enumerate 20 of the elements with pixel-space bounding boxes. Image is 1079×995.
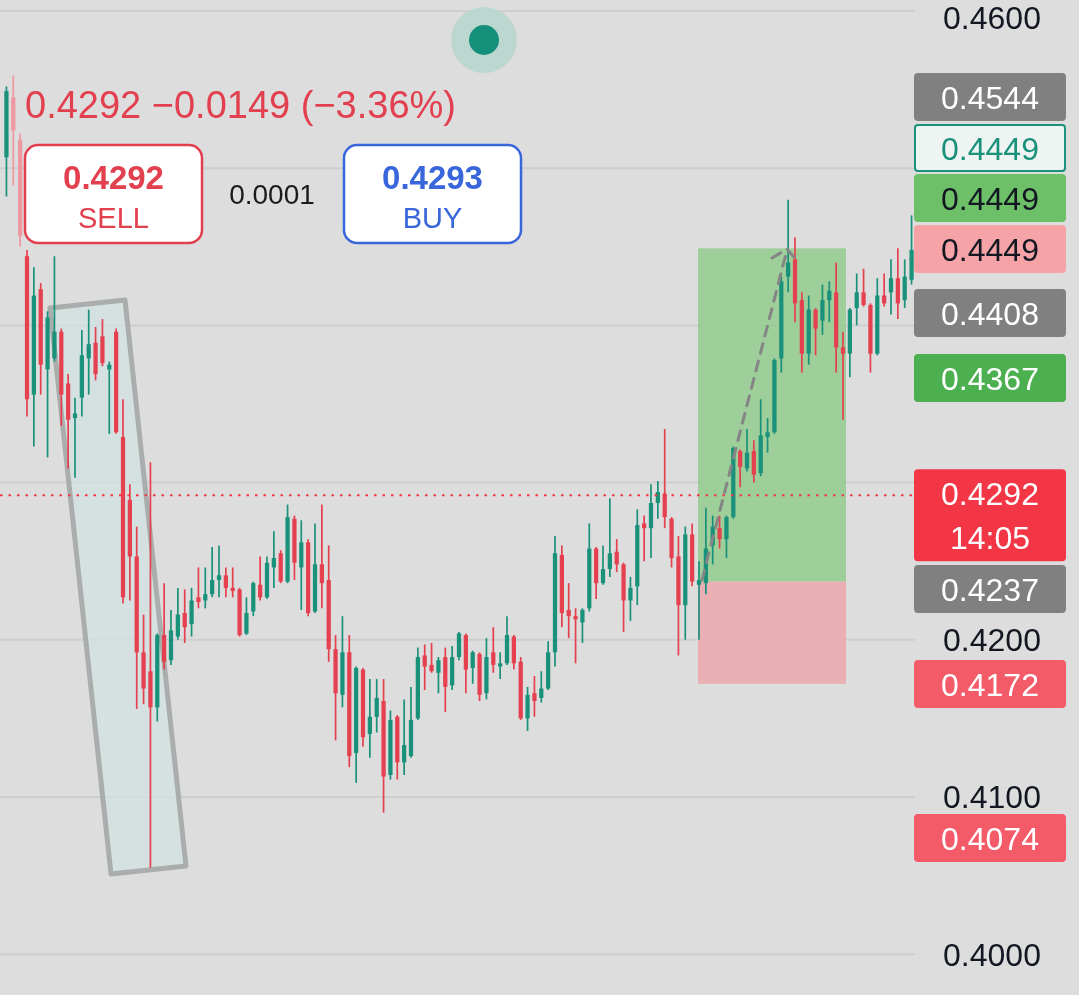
ref-line-label: 0.4292 14:05 [941, 475, 1039, 556]
text: 0.4172 [941, 666, 1039, 703]
text: 0.4074 [941, 820, 1039, 857]
y-tick-label: 0.4200 [943, 622, 1041, 659]
annotation: 0.4293 [382, 159, 483, 196]
annotation: 0.4292 [63, 159, 164, 196]
text: 0.4449 [941, 130, 1039, 167]
y-tick-label: 0.4600 [943, 0, 1041, 36]
text: 0.4544 [941, 79, 1039, 116]
annotation: 0.0001 [229, 179, 315, 210]
y-tick-label: 0.4000 [943, 936, 1041, 973]
annotation: BUY [402, 202, 463, 234]
text: 0.4367 [941, 360, 1039, 397]
text: 0.4408 [941, 295, 1039, 332]
text: 0.4449 [941, 231, 1039, 268]
text: 0.4292 −0.0149 (−3.36%) [25, 84, 457, 126]
y-tick-label: 0.4100 [943, 779, 1041, 816]
text: 0.4449 [941, 180, 1039, 217]
text: 0.4237 [941, 571, 1039, 608]
annotation: SELL [78, 202, 149, 234]
